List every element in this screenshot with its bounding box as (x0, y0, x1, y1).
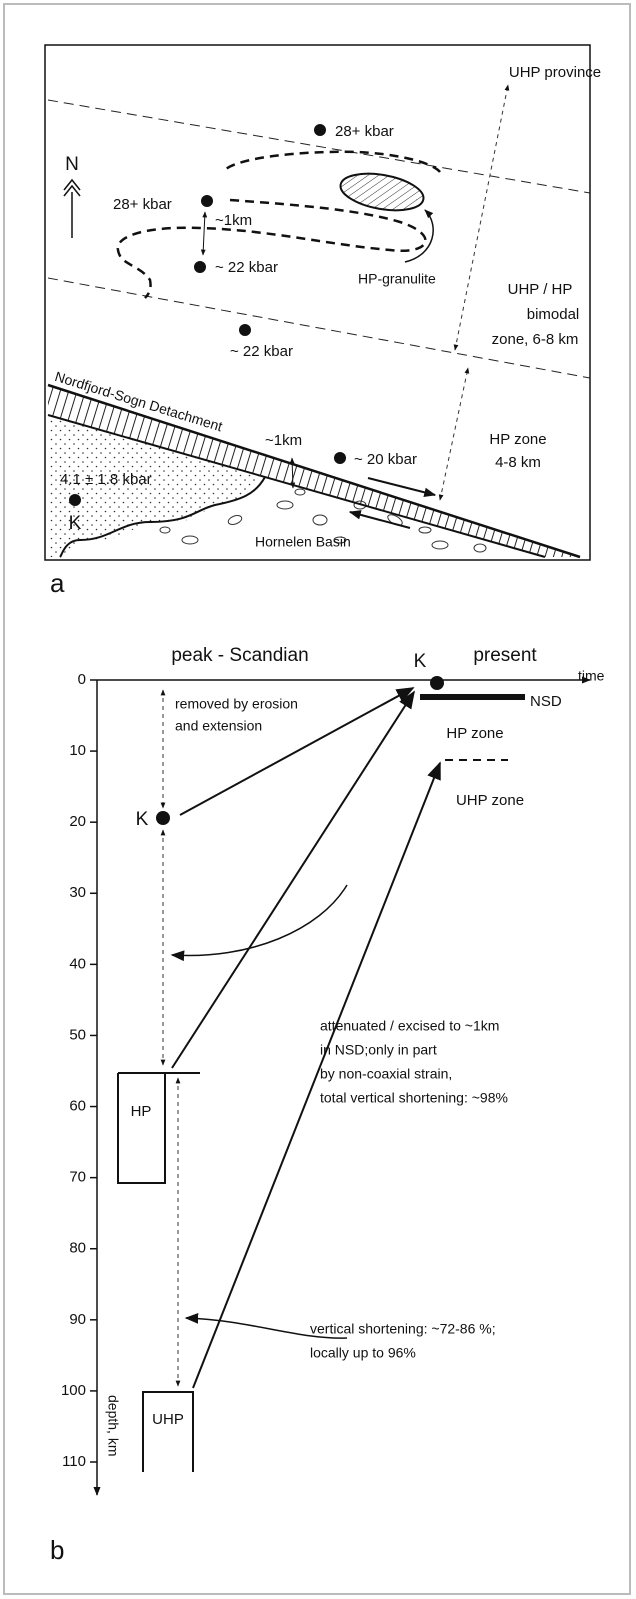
label: zone, 6-8 km (492, 331, 579, 348)
path-arrow (172, 692, 414, 1068)
note: locally up to 96% (310, 1345, 416, 1361)
label: UHP / HP (508, 281, 573, 298)
note: by non-coaxial strain, (320, 1066, 452, 1082)
k-point (430, 676, 444, 690)
tick-label: 80 (69, 1240, 86, 1257)
label: HP zone (446, 725, 503, 742)
panel-b: time peak - Scandian present K K NSD HP … (61, 645, 605, 1495)
label: 4.1 ± 1.8 kbar (60, 471, 152, 488)
label: UHP province (509, 64, 601, 81)
tick-label: 30 (69, 884, 86, 901)
page: {"panel_a": {"label": "a", "north": "N",… (0, 0, 636, 1599)
note: total vertical shortening: ~98% (320, 1090, 508, 1106)
k-point (156, 811, 170, 825)
label: HP zone (489, 431, 546, 448)
uhp-box (143, 1392, 193, 1472)
pressure: 28+ kbar (113, 196, 172, 213)
note: vertical shortening: ~72-86 %; (310, 1321, 496, 1337)
label: 4-8 km (495, 454, 541, 471)
tick-label: 20 (69, 813, 86, 830)
tick-label: 100 (61, 1382, 86, 1399)
dim-arrow (455, 85, 508, 350)
axis-title: time (578, 668, 605, 684)
panel-label: a (50, 568, 65, 598)
pressure: ~ 20 kbar (354, 451, 417, 468)
label: UHP (152, 1411, 184, 1428)
panel-a: UHP province N 28+ kbar 28+ kbar ~ 22 kb… (45, 45, 601, 560)
label: K (414, 651, 427, 672)
pointer (172, 885, 347, 956)
tick-label: 10 (69, 742, 86, 759)
dim-arrow (203, 212, 205, 255)
north-label: N (65, 154, 79, 175)
thickness: ~1km (215, 212, 252, 229)
tick-label: 0 (78, 671, 86, 688)
panel-label: b (50, 1535, 64, 1565)
note: attenuated / excised to ~1km (320, 1018, 499, 1034)
note: and extension (175, 718, 262, 734)
label: HP (131, 1103, 152, 1120)
thickness: ~1km (265, 432, 302, 449)
hp-granulite-body (338, 168, 427, 216)
hp-box (118, 1073, 165, 1183)
label: peak - Scandian (171, 645, 308, 666)
label: HP-granulite (358, 271, 436, 287)
pointer (405, 210, 433, 262)
pressure: ~ 22 kbar (230, 343, 293, 360)
figure: UHP province N 28+ kbar 28+ kbar ~ 22 kb… (0, 0, 636, 1599)
axis-title: depth, km (105, 1395, 121, 1456)
dim-arrow (440, 368, 468, 500)
note: in NSD;only in part (320, 1042, 437, 1058)
tick-label: 60 (69, 1098, 86, 1115)
zone-boundary (48, 100, 590, 193)
tick-label: 50 (69, 1026, 86, 1043)
label: K (69, 513, 82, 534)
tick-label: 70 (69, 1169, 86, 1186)
tick-label: 110 (62, 1453, 86, 1470)
tick-label: 90 (69, 1311, 86, 1328)
label: NSD (530, 693, 562, 710)
label: K (136, 809, 149, 830)
label: UHP zone (456, 792, 524, 809)
label: present (473, 645, 537, 666)
label: Hornelen Basin (255, 534, 351, 550)
tick-label: 40 (69, 955, 86, 972)
label: bimodal (527, 306, 580, 323)
pressure: ~ 22 kbar (215, 259, 278, 276)
note: removed by erosion (175, 696, 298, 712)
pressure: 28+ kbar (335, 123, 394, 140)
